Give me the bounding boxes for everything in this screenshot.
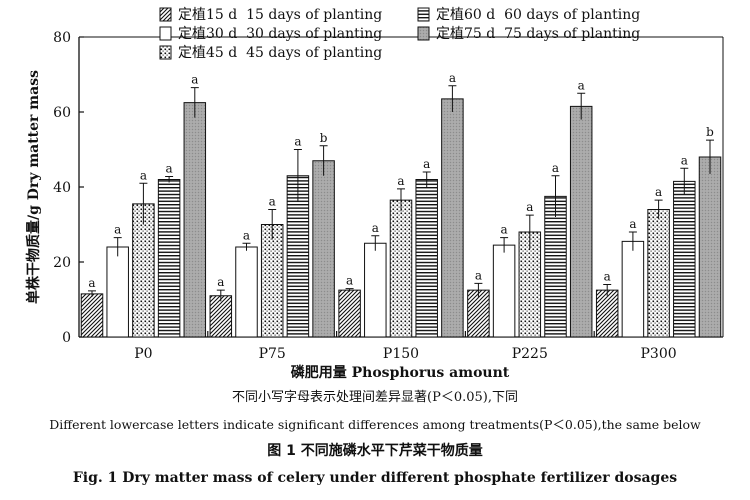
significance-letter: a [629,217,636,231]
significance-letter: a [114,223,121,237]
significance-letter: a [88,276,95,290]
significance-letter: a [681,153,688,167]
bar [209,295,233,338]
significance-letter: a [294,135,301,149]
y-ticks: 0 20 40 60 80 [53,30,84,346]
figure-caption-en: Fig. 1 Dry matter mass of celery under d… [72,470,678,486]
legend-swatch [159,26,172,41]
significance-letter: a [655,185,662,199]
y-tick-label: 80 [53,30,71,46]
significance-letter: a [140,168,147,182]
legend-label: 定植60 d 60 days of planting [436,7,640,23]
bar [364,242,387,338]
legend-label: 定植75 d 75 days of planting [436,26,640,42]
legend-swatch [159,45,172,60]
figure-caption-cn: 图 1 不同施磷水平下芹菜干物质量 [267,443,483,459]
significance-letter: a [191,73,198,87]
bar [106,246,129,338]
bar [157,179,181,338]
significance-letter: a [397,174,404,188]
significance-letter: a [372,221,379,235]
bar [467,289,490,338]
bar [647,209,670,338]
x-tick-label: P300 [641,346,677,362]
significance-letter: a [269,195,276,209]
x-tick-label: P75 [259,346,286,362]
significance-letter: a [475,268,482,282]
y-tick-label: 20 [53,255,71,271]
bar [183,102,207,338]
legend-swatch [417,26,430,41]
significance-letter: b [706,125,714,139]
bar [544,195,567,338]
x-ticks: P0 P75 P150 P225 P300 [134,331,677,362]
y-tick-label: 0 [62,330,71,346]
bar [312,160,335,338]
bar [673,180,696,338]
significance-letter: a [346,274,353,288]
y-tick-label: 40 [53,180,71,196]
significance-letter: a [217,275,224,289]
significance-letter: a [501,223,508,237]
significance-letter: a [423,157,430,171]
significance-letter: a [166,162,173,176]
bar [698,156,722,338]
bar [595,289,619,338]
y-axis-label: 单株干物质量/g Dry matter mass [25,70,42,304]
x-tick-label: P150 [383,346,419,362]
bar [441,98,464,338]
legend-label: 定植45 d 45 days of planting [178,45,382,61]
bar [338,289,361,338]
legend-label: 定植30 d 30 days of planting [178,26,382,42]
x-axis-label: 磷肥用量 Phosphorus amount [291,364,510,381]
bar [415,179,438,338]
significance-note-en: Different lowercase letters indicate sig… [49,417,701,432]
significance-letter: a [526,200,533,214]
bar [621,240,645,338]
bar [569,105,593,338]
legend-label: 定植15 d 15 days of planting [178,7,382,23]
significance-letter: a [449,71,456,85]
bar [235,246,258,338]
significance-letter: b [320,131,328,145]
significance-note-cn: 不同小写字母表示处理间差异显著(P＜0.05),下同 [232,390,518,405]
significance-letter: a [552,161,559,175]
bar [492,244,516,338]
significance-letter: a [578,78,585,92]
bar [260,224,284,338]
x-tick-label: P225 [512,346,548,362]
y-tick-label: 60 [53,105,71,121]
legend: 定植15 d 15 days of planting 定植30 d 30 days… [159,7,640,61]
bar [80,293,104,338]
significance-letter: a [604,270,611,284]
significance-letter: a [243,228,250,242]
legend-swatch [417,7,430,22]
bars: a a a a a a a a a b a a a a a a a a a a a a a a b [80,71,722,338]
legend-swatch [159,7,172,22]
bar [389,199,413,338]
x-tick-label: P0 [134,346,152,362]
